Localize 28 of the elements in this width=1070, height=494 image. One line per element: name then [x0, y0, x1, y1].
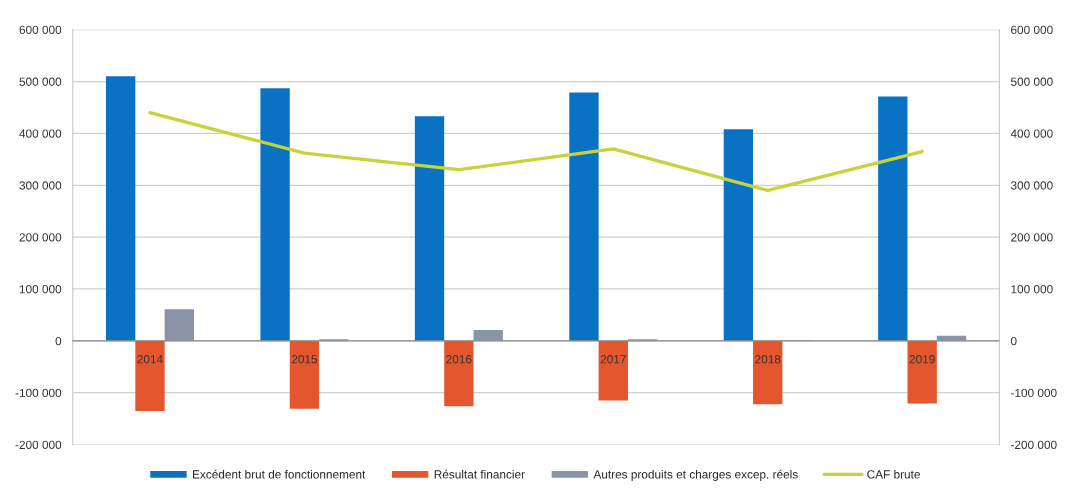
x-tick-label: 2019 [909, 355, 935, 364]
y2-tick-label: 400 000 [1010, 129, 1053, 138]
legend-label: Autres produits et charges excep. réels [593, 469, 798, 481]
y2-tick-label: 200 000 [1011, 233, 1053, 242]
y-tick-label: 600 000 [19, 25, 62, 35]
x-tick-label: 2014 [137, 355, 163, 364]
y-tick-label: 300 000 [19, 181, 62, 190]
legend-label: CAF brute [867, 469, 920, 479]
x-tick-label: 2016 [446, 355, 472, 364]
x-tick-label: 2015 [291, 355, 318, 364]
x-tick-label: 2018 [755, 355, 781, 364]
y2-tick-label: 500 000 [1010, 77, 1053, 86]
y2-tick-label: -200 000 [1011, 440, 1057, 449]
y-tick-label: 400 000 [19, 129, 62, 138]
y2-tick-label: 600 000 [1011, 25, 1053, 35]
y-tick-label: 100 000 [19, 285, 62, 294]
y-tick-label: 0 [55, 336, 62, 346]
y-tick-label: 200 000 [19, 233, 62, 242]
y2-tick-label: 300 000 [1010, 181, 1053, 190]
y-tick-label: -200 000 [15, 440, 62, 449]
y2-tick-label: -100 000 [1011, 388, 1057, 398]
y-tick-label: 500 000 [19, 77, 62, 86]
legend-label: Résultat financier [434, 469, 525, 479]
legend-label: Excédent brut de fonctionnement [193, 469, 366, 479]
y2-tick-label: 0 [1010, 336, 1017, 346]
y2-tick-label: 100 000 [1011, 285, 1053, 294]
y-tick-label: -100 000 [15, 388, 62, 398]
x-tick-label: 2017 [600, 355, 626, 364]
